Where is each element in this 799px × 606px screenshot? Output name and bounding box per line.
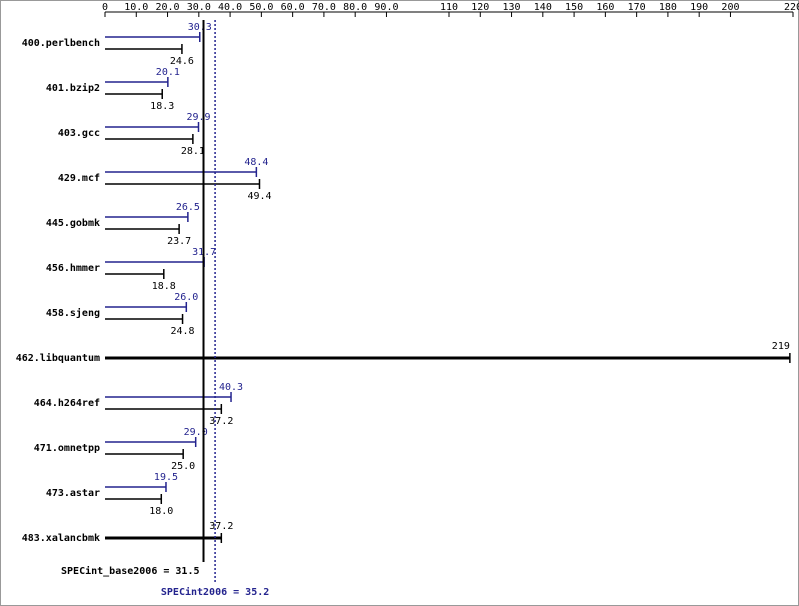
value-label: 26.0 bbox=[174, 292, 198, 303]
category-label: 456.hmmer bbox=[46, 263, 100, 274]
value-label: 24.6 bbox=[170, 56, 194, 67]
value-label: 18.8 bbox=[152, 281, 176, 292]
x-tick-label: 80.0 bbox=[343, 2, 367, 13]
value-label: 40.3 bbox=[219, 382, 243, 393]
x-tick-label: 200 bbox=[721, 2, 739, 13]
x-tick-label: 140 bbox=[534, 2, 552, 13]
category-label: 403.gcc bbox=[58, 128, 100, 139]
category-label: 462.libquantum bbox=[16, 352, 100, 364]
value-label: 20.1 bbox=[156, 67, 180, 78]
category-label: 401.bzip2 bbox=[46, 82, 100, 94]
value-label: 30.3 bbox=[188, 22, 212, 33]
x-tick-label: 70.0 bbox=[312, 2, 336, 13]
value-label: 49.4 bbox=[247, 191, 271, 202]
category-label: 400.perlbench bbox=[22, 38, 100, 49]
value-label: 25.0 bbox=[171, 461, 195, 472]
category-label: 483.xalancbmk bbox=[22, 533, 100, 544]
x-tick-label: 20.0 bbox=[155, 2, 179, 13]
x-tick-label: 10.0 bbox=[124, 2, 148, 13]
value-label: 18.3 bbox=[150, 101, 174, 112]
category-label: 445.gobmk bbox=[46, 218, 100, 229]
x-tick-label: 130 bbox=[503, 2, 521, 13]
value-label: 219 bbox=[772, 341, 790, 352]
x-tick-label: 190 bbox=[690, 2, 708, 13]
category-label: 458.sjeng bbox=[46, 307, 100, 319]
value-label: 26.5 bbox=[176, 202, 200, 213]
reference-label: SPECint2006 = 35.2 bbox=[161, 586, 269, 598]
value-label: 24.8 bbox=[171, 326, 195, 337]
x-tick-label: 50.0 bbox=[249, 2, 273, 13]
value-label: 37.2 bbox=[209, 521, 233, 532]
x-tick-label: 220 bbox=[784, 2, 799, 13]
value-label: 18.0 bbox=[149, 506, 173, 517]
category-label: 471.omnetpp bbox=[34, 443, 100, 454]
x-tick-label: 170 bbox=[628, 2, 646, 13]
x-tick-label: 30.0 bbox=[187, 2, 211, 13]
value-label: 48.4 bbox=[244, 157, 268, 168]
value-label: 28.1 bbox=[181, 146, 205, 157]
category-label: 464.h264ref bbox=[34, 398, 100, 409]
value-label: 29.9 bbox=[186, 112, 210, 123]
x-tick-label: 110 bbox=[440, 2, 458, 13]
value-label: 23.7 bbox=[167, 236, 191, 247]
x-tick-label: 180 bbox=[659, 2, 677, 13]
value-label: 37.2 bbox=[209, 416, 233, 427]
value-label: 19.5 bbox=[154, 472, 178, 483]
x-tick-label: 40.0 bbox=[218, 2, 242, 13]
x-tick-label: 120 bbox=[471, 2, 489, 13]
x-tick-label: 150 bbox=[565, 2, 583, 13]
x-tick-label: 0 bbox=[102, 2, 108, 13]
x-tick-label: 90.0 bbox=[374, 2, 398, 13]
value-label: 29.0 bbox=[184, 427, 208, 438]
reference-label: SPECint_base2006 = 31.5 bbox=[61, 565, 199, 577]
x-tick-label: 160 bbox=[596, 2, 614, 13]
x-tick-label: 60.0 bbox=[281, 2, 305, 13]
category-label: 429.mcf bbox=[58, 173, 100, 184]
category-label: 473.astar bbox=[46, 488, 100, 499]
